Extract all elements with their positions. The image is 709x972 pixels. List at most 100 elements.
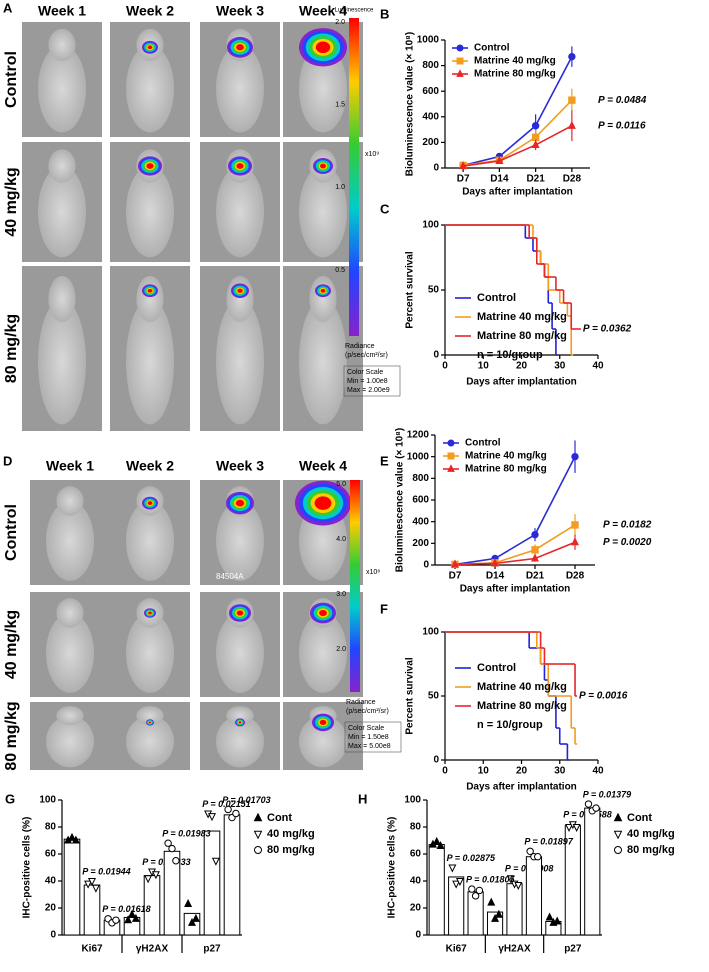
- marker: [459, 161, 468, 170]
- mouse-body: [38, 299, 86, 425]
- marker: [468, 885, 476, 893]
- y-axis-label: IHC-positive cells (%): [387, 817, 398, 919]
- y-tick-label: 100: [404, 795, 421, 806]
- mouse-head: [136, 275, 164, 323]
- mouse-body: [216, 613, 264, 693]
- marker: [526, 847, 534, 855]
- marker: [91, 884, 100, 893]
- bar: [584, 807, 601, 936]
- marker: [232, 809, 240, 818]
- p-value: P = 0.01983: [162, 829, 210, 839]
- y-tick-label: 400: [412, 516, 429, 527]
- scale-range: Max = 5.00e8: [348, 743, 391, 750]
- marker: [571, 521, 579, 529]
- mouse-body: [299, 715, 347, 768]
- x-tick-label: 30: [554, 766, 566, 777]
- y-tick-label: 0: [415, 930, 421, 941]
- signal: [147, 45, 153, 50]
- p-value: P = 0.0484: [598, 95, 647, 106]
- legend-label: 40 mg/kg: [267, 828, 315, 840]
- signal: [146, 163, 154, 169]
- bar: [83, 884, 101, 936]
- x-axis-label: Days after implantation: [462, 187, 573, 198]
- mouse-head: [48, 149, 76, 183]
- marker: [568, 96, 576, 104]
- marker: [471, 892, 480, 900]
- marker: [456, 57, 464, 65]
- marker: [447, 439, 455, 447]
- panel-label: H: [358, 791, 367, 806]
- scale-tick: 1.5: [335, 102, 345, 109]
- legend-label: Matrine 40 mg/kg: [477, 681, 567, 693]
- bar: [525, 856, 543, 936]
- y-tick-label: 40: [45, 876, 57, 887]
- p-value: P = 0.02875: [447, 853, 496, 863]
- signal: [236, 163, 244, 169]
- scale-tick: 0.5: [335, 267, 345, 274]
- scale-unit: (p/sec/cm²/sr): [345, 352, 388, 359]
- panel-label: F: [380, 601, 388, 616]
- x-tick-label: 20: [516, 766, 528, 777]
- group-label: 80 mg/kg: [3, 314, 20, 383]
- marker: [514, 881, 523, 891]
- y-tick-label: 0: [50, 930, 56, 941]
- x-tick-label: 0: [442, 361, 448, 372]
- marker: [490, 558, 500, 567]
- marker: [491, 913, 500, 922]
- p-value: P = 0.01897: [524, 837, 573, 847]
- mouse-head: [309, 275, 337, 323]
- scale-tick: 3.0: [336, 591, 346, 598]
- marker: [613, 812, 623, 822]
- mouse-body: [299, 44, 347, 133]
- y-axis-label: Percent survival: [405, 251, 416, 328]
- mouse-head: [48, 275, 76, 323]
- note: n = 10/group: [477, 719, 543, 731]
- scale-range: Min = 1.00e8: [347, 378, 388, 385]
- marker: [87, 877, 97, 886]
- x-tick-label: D21: [526, 174, 545, 185]
- x-tick-label: D7: [457, 174, 470, 185]
- y-axis-label: IHC-positive cells (%): [22, 817, 33, 919]
- week-label: Week 1: [46, 458, 94, 474]
- marker: [151, 871, 160, 880]
- marker: [534, 853, 542, 861]
- week-label: Week 1: [38, 3, 86, 19]
- mouse-body: [46, 613, 94, 693]
- p-value: P = 0.01805: [466, 874, 515, 884]
- series-line: [454, 456, 576, 566]
- x-tick-label: D21: [526, 571, 545, 582]
- marker: [531, 546, 539, 554]
- legend-label: Matrine 80 mg/kg: [477, 330, 567, 342]
- y-tick-label: 400: [422, 111, 439, 122]
- marker: [531, 140, 540, 149]
- y-tick-label: 1200: [407, 430, 430, 441]
- y-tick-label: 60: [45, 849, 57, 860]
- week-label: Week 2: [126, 458, 174, 474]
- mouse-head: [56, 486, 84, 516]
- y-tick-label: 600: [422, 86, 439, 97]
- signal: [147, 288, 153, 293]
- marker: [112, 916, 120, 924]
- mouse-head: [136, 706, 164, 726]
- marker: [447, 452, 455, 460]
- marker: [614, 846, 622, 854]
- legend-label: Matrine 40 mg/kg: [474, 56, 556, 67]
- marker: [456, 69, 464, 77]
- marker: [172, 857, 180, 865]
- marker: [592, 804, 600, 812]
- panel-label: E: [380, 453, 389, 468]
- bar: [223, 814, 241, 936]
- scale-tick: 2.0: [335, 19, 345, 26]
- y-tick-label: 200: [422, 137, 439, 148]
- mouse-body: [38, 44, 86, 133]
- y-tick-label: 1000: [407, 451, 430, 462]
- bar: [506, 883, 523, 936]
- marker: [613, 830, 623, 840]
- panel-label: A: [3, 0, 13, 15]
- p-value: P = 0.01944: [82, 866, 130, 876]
- week-label: Week 4: [299, 458, 347, 474]
- marker: [224, 805, 232, 814]
- x-tick-label: 10: [478, 361, 490, 372]
- scale-tick: 4.0: [336, 536, 346, 543]
- marker: [131, 913, 140, 922]
